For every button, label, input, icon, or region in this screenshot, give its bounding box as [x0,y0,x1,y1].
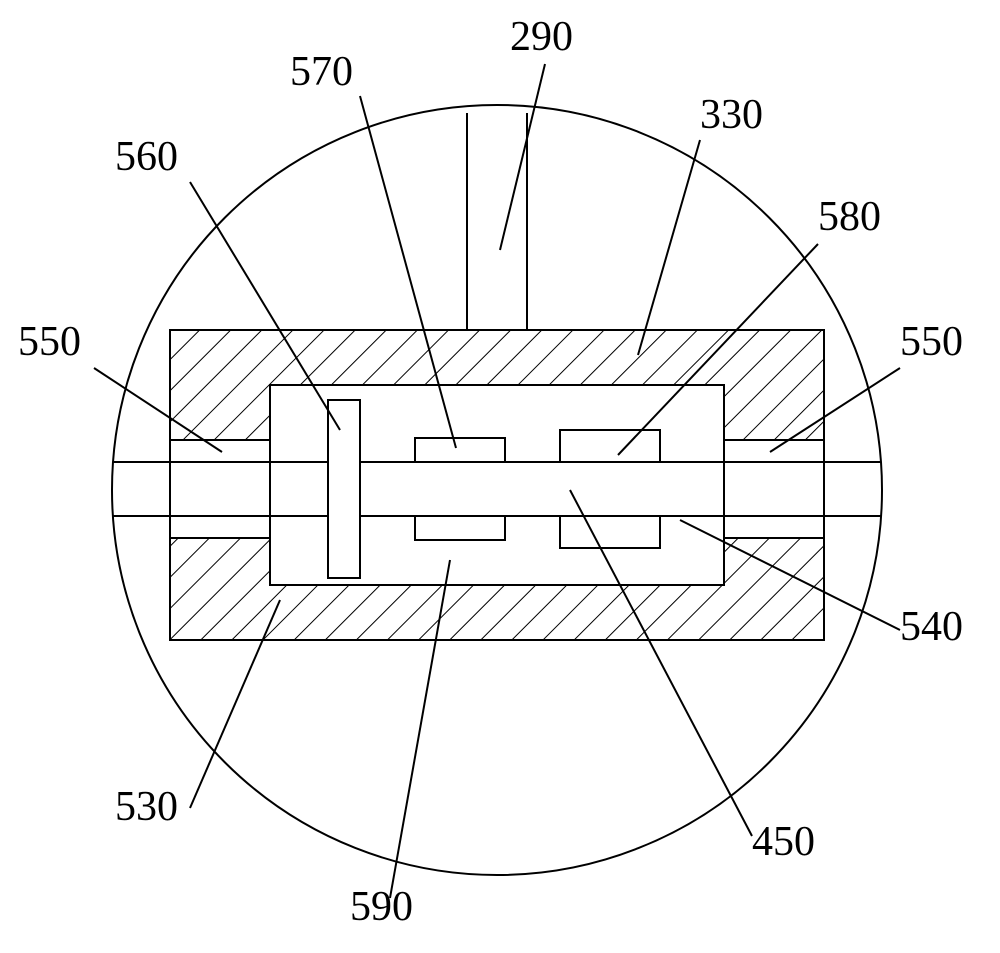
ref-label-560: 560 [115,134,178,180]
ref-label-330: 330 [700,92,763,138]
ref-label-580: 580 [818,194,881,240]
ref-label-540: 540 [900,604,963,650]
ref-label-570: 570 [290,49,353,95]
ref-label-530: 530 [115,784,178,830]
ref-label-590: 590 [350,884,413,930]
ref-label-550: 550 [900,319,963,365]
patent-figure: 290 570 330 560 580 550 550 540 450 590 530 [0,0,1000,953]
ref-label-550: 550 [18,319,81,365]
ref-label-450: 450 [752,819,815,865]
ref-label-290: 290 [510,14,573,60]
